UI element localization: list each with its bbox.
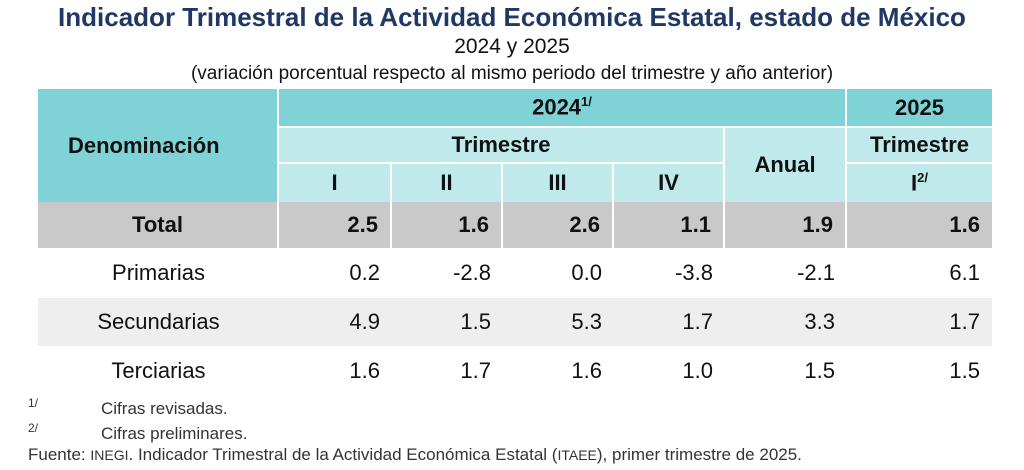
header-trimestre-2025: Trimestre xyxy=(847,128,992,164)
cell-value: 1.0 xyxy=(614,346,725,396)
cell-value: -2.8 xyxy=(392,248,503,298)
table-row-total: Total 2.5 1.6 2.6 1.1 1.9 1.6 xyxy=(38,202,992,248)
cell-value: 2.6 xyxy=(503,202,614,248)
header-q4: IV xyxy=(614,164,725,202)
header-q1-2025: I2/ xyxy=(847,164,992,202)
cell-value: 1.5 xyxy=(392,298,503,346)
cell-value: 1.6 xyxy=(392,202,503,248)
cell-value: 0.0 xyxy=(503,248,614,298)
cell-value: 0.2 xyxy=(279,248,392,298)
cell-value: 1.1 xyxy=(614,202,725,248)
table-row-secundarias: Secundarias 4.9 1.5 5.3 1.7 3.3 1.7 xyxy=(38,298,992,346)
cell-value: -2.1 xyxy=(725,248,847,298)
row-label: Total xyxy=(38,202,279,248)
cell-value: 3.3 xyxy=(725,298,847,346)
header-year-2025: 2025 xyxy=(847,89,992,128)
row-label: Primarias xyxy=(38,248,279,298)
cell-value: 1.5 xyxy=(847,346,992,396)
footnote-text-1: Cifras revisadas. xyxy=(101,399,228,418)
cell-value: 1.7 xyxy=(392,346,503,396)
cell-value: 1.7 xyxy=(847,298,992,346)
source-note: Fuente: INEGI. Indicador Trimestral de l… xyxy=(28,445,802,464)
page-subtitle: 2024 y 2025 xyxy=(454,35,570,58)
cell-value: 1.9 xyxy=(725,202,847,248)
cell-value: 2.5 xyxy=(279,202,392,248)
cell-value: 6.1 xyxy=(847,248,992,298)
footnote-mark-2: 2/ xyxy=(28,421,39,435)
header-trimestre-2024: Trimestre xyxy=(279,128,725,164)
page-note: (variación porcentual respecto al mismo … xyxy=(190,63,834,84)
header-year-2024: 20241/ xyxy=(279,89,847,128)
row-label: Terciarias xyxy=(38,346,279,396)
row-label: Secundarias xyxy=(38,298,279,346)
header-q1: I xyxy=(279,164,392,202)
footnote-mark-1: 1/ xyxy=(28,396,39,410)
cell-value: 1.5 xyxy=(725,346,847,396)
header-q3: III xyxy=(503,164,614,202)
footnote-text-2: Cifras preliminares. xyxy=(101,424,248,443)
cell-value: 4.9 xyxy=(279,298,392,346)
cell-value: -3.8 xyxy=(614,248,725,298)
cell-value: 1.6 xyxy=(279,346,392,396)
cell-value: 1.6 xyxy=(503,346,614,396)
header-denominacion: Denominación xyxy=(38,89,279,202)
table-row-terciarias: Terciarias 1.6 1.7 1.6 1.0 1.5 1.5 xyxy=(38,346,992,396)
table-row-primarias: Primarias 0.2 -2.8 0.0 -3.8 -2.1 6.1 xyxy=(38,248,992,298)
cell-value: 1.6 xyxy=(847,202,992,248)
cell-value: 5.3 xyxy=(503,298,614,346)
header-anual: Anual xyxy=(725,128,847,202)
itaee-table: Denominación 20241/ 2025 Trimestre Anual… xyxy=(38,89,992,396)
header-q2: II xyxy=(392,164,503,202)
cell-value: 1.7 xyxy=(614,298,725,346)
page-title: Indicador Trimestral de la Actividad Eco… xyxy=(58,2,966,32)
